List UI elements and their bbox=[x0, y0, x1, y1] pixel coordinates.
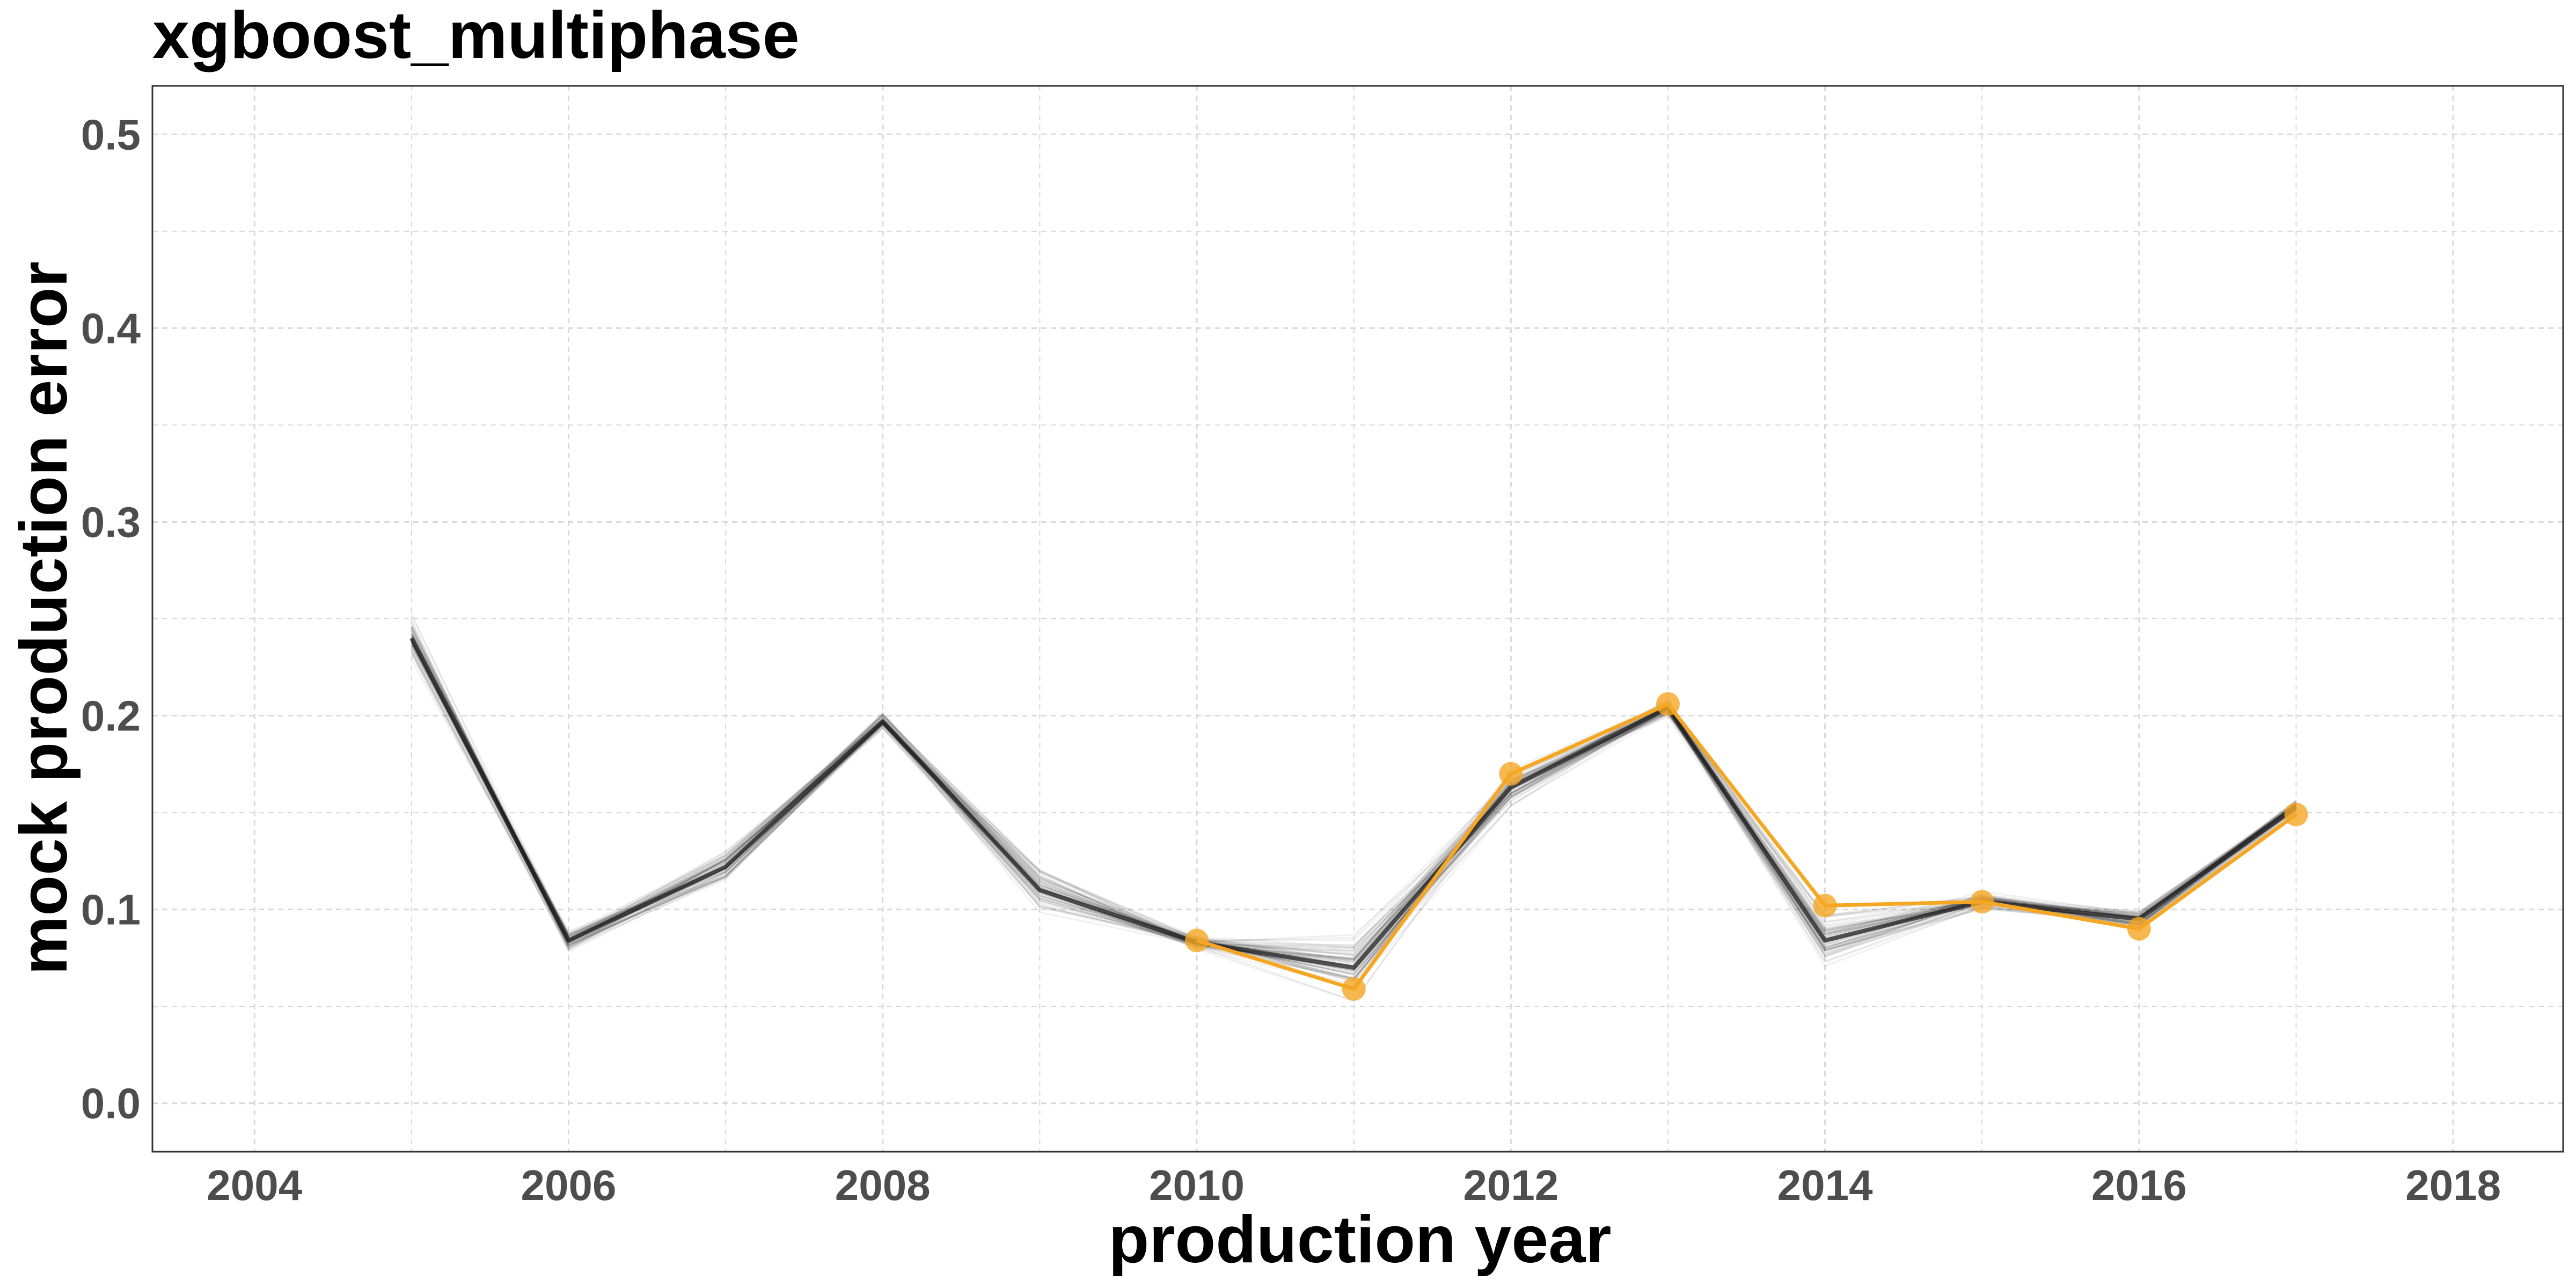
highlight-line bbox=[1196, 702, 2297, 991]
panel-border bbox=[151, 85, 2564, 1153]
highlight-point bbox=[1499, 762, 1523, 786]
highlight-point bbox=[1656, 692, 1680, 716]
x-tick-label: 2016 bbox=[2091, 1161, 2187, 1209]
y-tick-label: 0.3 bbox=[81, 498, 141, 546]
y-tick-labels: 0.0 0.1 0.2 0.3 0.4 0.5 bbox=[81, 111, 141, 1127]
highlight-point bbox=[2284, 802, 2308, 826]
highlight-point bbox=[1970, 890, 1994, 914]
grid bbox=[152, 86, 2563, 1152]
y-tick-label: 0.5 bbox=[81, 111, 141, 158]
x-tick-label: 2014 bbox=[1777, 1161, 1873, 1209]
y-axis-title: mock production error bbox=[7, 261, 81, 975]
x-tick-label: 2010 bbox=[1149, 1161, 1245, 1209]
y-tick-label: 0.0 bbox=[81, 1080, 141, 1128]
y-tick-label: 0.1 bbox=[81, 886, 141, 934]
highlight-series bbox=[1185, 692, 2308, 1001]
x-tick-label: 2008 bbox=[835, 1161, 931, 1209]
chart-title: xgboost_multiphase bbox=[152, 0, 800, 72]
highlight-point bbox=[2127, 917, 2151, 941]
x-tick-labels: 2004 2006 2008 2010 2012 2014 2016 2018 bbox=[207, 1161, 2501, 1209]
x-axis-title: production year bbox=[1108, 1203, 1611, 1277]
y-tick-label: 0.2 bbox=[81, 692, 141, 740]
highlight-point bbox=[1813, 894, 1837, 918]
highlight-point bbox=[1342, 977, 1366, 1001]
y-tick-label: 0.4 bbox=[81, 304, 141, 352]
x-tick-label: 2018 bbox=[2405, 1161, 2501, 1209]
x-tick-label: 2004 bbox=[207, 1161, 302, 1209]
highlight-point bbox=[1185, 928, 1209, 953]
x-tick-label: 2006 bbox=[521, 1161, 617, 1209]
x-tick-label: 2012 bbox=[1463, 1161, 1558, 1209]
